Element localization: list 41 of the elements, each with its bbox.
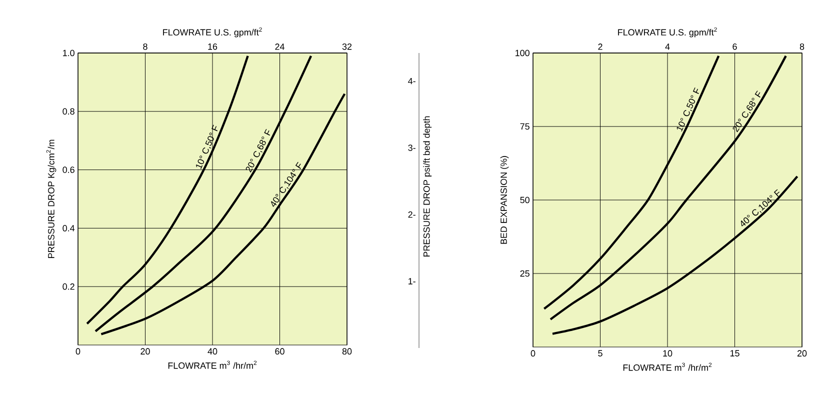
- x-tick-label: 15: [730, 350, 740, 356]
- x2-axis-title: FLOWRATE U.S. gpm/ft$^{2}$: [618, 27, 717, 38]
- y-tick-label: 1.0: [63, 50, 74, 56]
- y-tick-label: 50: [520, 196, 530, 204]
- x-axis-title: FLOWRATE m$^{3}$ /hr/m$^{2}$: [623, 362, 712, 371]
- x-tick-label: 60: [275, 348, 284, 355]
- x-tick-label: 20: [797, 350, 807, 357]
- y-tick-label: 75: [520, 123, 530, 130]
- x2-tick-label: 6: [732, 43, 737, 50]
- x-axis-title: FLOWRATE m$^{3}$ /hr/m$^{2}$: [168, 360, 257, 369]
- y-tick-label: 0.6: [62, 166, 74, 173]
- x2-tick-label: 8: [143, 43, 148, 50]
- y2-tick-label: 4-: [408, 78, 416, 84]
- y2-tick-label: 1-: [408, 278, 416, 284]
- y-axis-title: BED EXPANSION (%): [500, 156, 509, 244]
- x2-tick-label: 24: [275, 44, 284, 50]
- y-tick-label: 0.8: [62, 108, 74, 115]
- x-tick-label: 20: [140, 348, 150, 355]
- text: 10° C,50° F: [196, 124, 218, 170]
- y2-tick-label: 2-: [408, 211, 416, 218]
- y-axis-title: PRESSURE DROP Kg/cm$^{2}$/m: [46, 140, 56, 258]
- x2-tick-label: 8: [800, 43, 804, 50]
- x2-tick-label: 16: [208, 43, 218, 50]
- x2-tick-label: 2: [598, 44, 602, 50]
- x-tick-label: 80: [342, 348, 352, 355]
- x-tick-label: 0: [76, 348, 80, 355]
- x2-axis-title: FLOWRATE U.S. gpm/ft$^{2}$: [163, 27, 262, 38]
- y-tick-label: 0.4: [62, 225, 75, 232]
- text: 20° C,68° F: [246, 128, 270, 172]
- text: 10° C,50° F: [676, 87, 699, 132]
- y2-axis-title: PRESSURE DROP psi/ft bed depth: [423, 116, 432, 257]
- x-tick-label: 10: [663, 350, 672, 357]
- x-tick-label: 5: [598, 350, 602, 356]
- x2-tick-label: 4: [665, 44, 670, 50]
- x-tick-label: 0: [530, 350, 536, 357]
- x-tick-label: 40: [208, 348, 218, 355]
- y-tick-label: 100: [516, 50, 530, 56]
- y-tick-label: 25: [520, 270, 530, 277]
- x2-tick-label: 32: [342, 43, 352, 50]
- y-tick-label: 0.2: [62, 283, 74, 290]
- y2-tick-label: 3-: [408, 144, 416, 151]
